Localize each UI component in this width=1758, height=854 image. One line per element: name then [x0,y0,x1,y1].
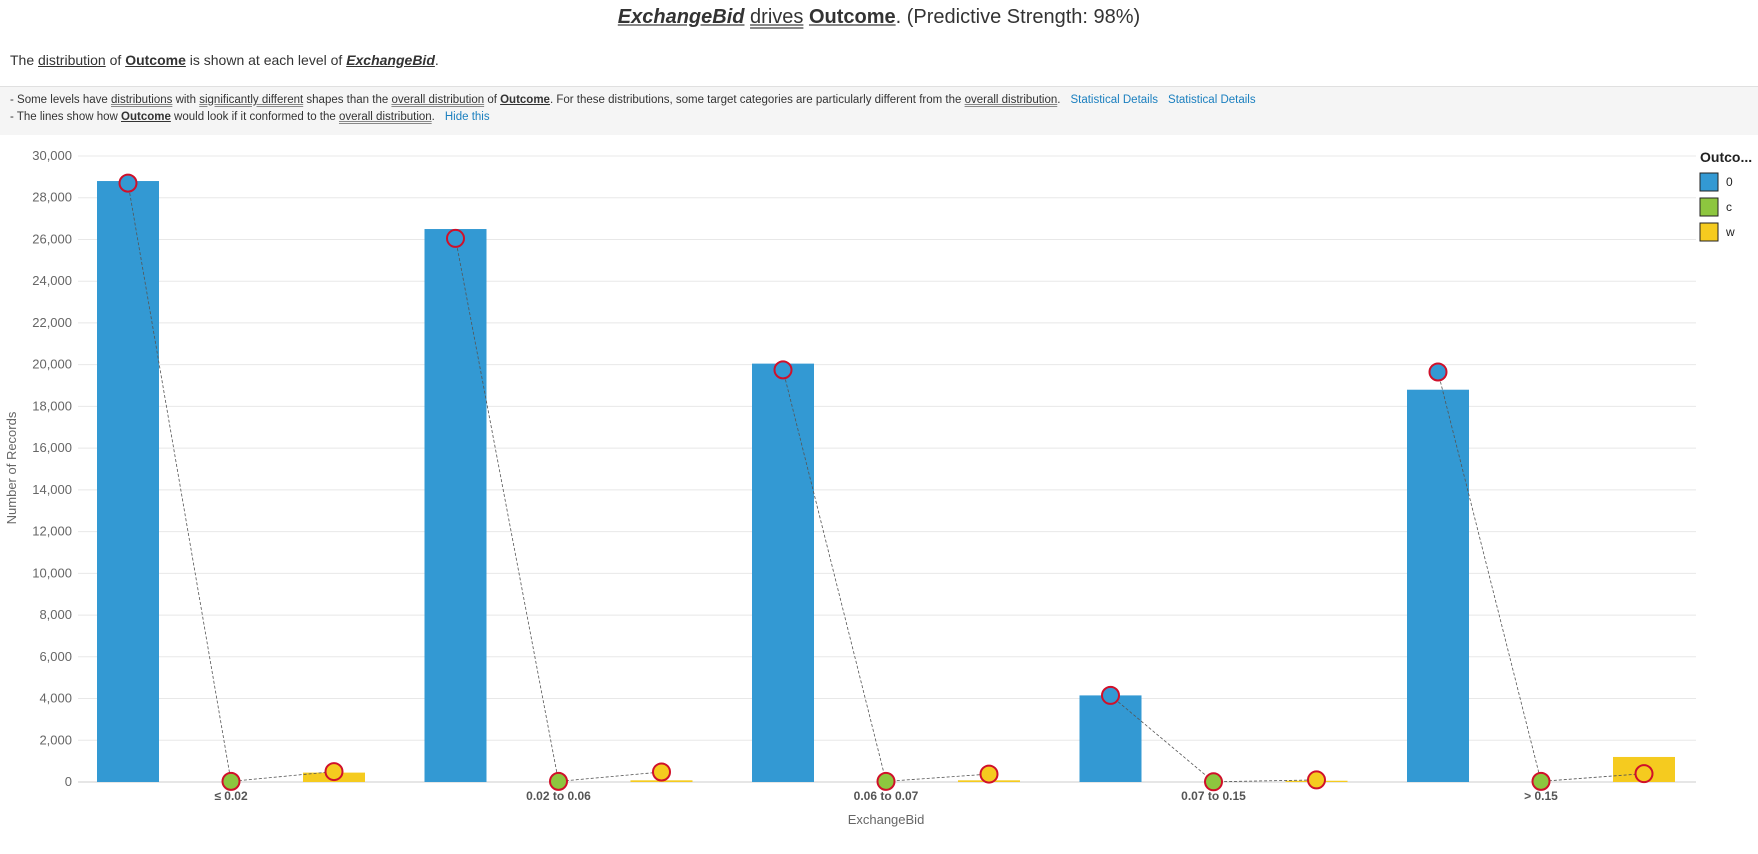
expected-line [782,369,990,782]
x-axis-label: ExchangeBid [848,812,925,827]
term-overall-distribution[interactable]: overall distribution [338,111,432,123]
headline-target[interactable]: Outcome [808,6,896,28]
y-tick-label: 26,000 [32,231,72,246]
insight-text: . [431,111,435,123]
headline-verb[interactable]: drives [750,6,804,28]
y-tick-label: 14,000 [32,482,72,497]
expected-marker[interactable] [324,762,344,782]
insight-text: of [484,94,501,106]
y-tick-label: 0 [65,774,72,789]
statistical-details-link[interactable]: Statistical Details [1168,94,1256,106]
legend-swatch[interactable] [1699,197,1719,217]
expected-marker[interactable] [1307,770,1326,790]
subline-driver[interactable]: ExchangeBid [346,52,435,68]
insight-line-1: - Some levels have distributions with si… [10,94,1256,106]
expected-marker[interactable] [1428,362,1448,382]
y-tick-label: 4,000 [39,691,72,706]
insight-text: - Some levels have [10,94,111,106]
insight-text: would look if it conformed to the [170,111,339,123]
term-overall-distribution[interactable]: overall distribution [964,94,1058,106]
y-tick-label: 24,000 [32,273,72,288]
y-tick-label: 2,000 [39,732,72,747]
insight-text: shapes than the [303,94,392,106]
y-tick-label: 30,000 [32,148,72,163]
y-tick-label: 18,000 [32,398,72,413]
bar-chart: 0 2,000 4,000 6,000 8,000 10,000 12,000 14,000 1… [4,148,1752,827]
hide-this-link[interactable]: Hide this [444,111,490,123]
y-axis-label: Number of Records [4,411,19,524]
legend-title: Outco... [1700,149,1752,165]
expected-marker[interactable] [652,762,671,782]
chart-headline: ExchangeBid drives Outcome. (Predictive … [0,6,1758,29]
y-tick-label: 22,000 [32,315,72,330]
expected-marker[interactable] [1634,764,1654,784]
x-tick-label: ≤ 0.02 [214,789,248,803]
expected-marker[interactable] [1204,772,1223,792]
insight-text: - The lines show how [10,111,122,123]
bar[interactable] [1407,389,1469,782]
headline-driver[interactable]: ExchangeBid [617,6,745,28]
legend-label[interactable]: 0 [1726,175,1733,189]
insight-line-2: - The lines show how Outcome would look … [10,111,490,123]
bar[interactable] [752,363,814,782]
y-tick-label: 28,000 [32,190,72,205]
chart-subline: The distribution of Outcome is shown at … [10,52,439,68]
bars [97,181,1675,782]
expected-marker[interactable] [221,771,241,791]
insight-text: . For these distributions, some target c… [549,94,965,106]
y-axis: 0 2,000 4,000 6,000 8,000 10,000 12,000 14,000 1… [32,148,72,789]
insight-text: . [1057,94,1061,106]
expected-marker[interactable] [549,771,568,791]
insight-text: with [172,94,200,106]
subline-text: . [434,52,439,68]
term-overall-distribution[interactable]: overall distribution [391,94,485,106]
legend-label[interactable]: c [1726,200,1732,214]
y-tick-label: 10,000 [32,565,72,580]
expected-marker[interactable] [876,771,896,791]
statistical-details-link[interactable]: Statistical Details [1070,94,1159,106]
x-tick-label: 0.06 to 0.07 [854,789,919,803]
legend-swatch[interactable] [1699,222,1719,242]
y-tick-label: 6,000 [39,649,72,664]
expected-marker[interactable] [1531,771,1551,791]
expected-markers [118,173,1654,792]
subline-text: The [10,52,39,68]
term-target[interactable]: Outcome [500,94,550,106]
expected-marker[interactable] [1101,685,1120,705]
y-tick-label: 16,000 [32,440,72,455]
subline-target[interactable]: Outcome [125,52,186,68]
legend-label[interactable]: w [1725,225,1735,239]
insight-panel: - Some levels have distributions with si… [0,86,1758,135]
y-tick-label: 20,000 [32,357,72,372]
term-significantly-different[interactable]: significantly different [199,94,304,106]
bar[interactable] [1079,695,1142,782]
term-distributions[interactable]: distributions [111,94,173,106]
x-tick-label: 0.02 to 0.06 [526,789,591,803]
bar[interactable] [424,229,487,782]
term-target[interactable]: Outcome [121,111,171,123]
expected-marker[interactable] [773,360,793,380]
subline-text: is shown at each level of [185,52,347,68]
y-tick-label: 8,000 [39,607,72,622]
legend: Outco... 0 cw [1699,149,1752,242]
expected-marker[interactable] [118,173,138,193]
expected-marker[interactable] [446,228,465,248]
legend-swatch[interactable] [1699,172,1719,192]
bar[interactable] [97,181,159,782]
subline-distribution-term[interactable]: distribution [38,52,106,68]
expected-marker[interactable] [979,764,999,784]
gridlines [78,155,1696,783]
x-axis: ≤ 0.02 0.02 to 0.06 0.06 to 0.07 0.07 to 0.… [214,789,1558,803]
y-tick-label: 12,000 [32,524,72,539]
x-tick-label: 0.07 to 0.15 [1181,789,1246,803]
headline-suffix: . (Predictive Strength: 98%) [895,6,1141,28]
subline-text: of [105,52,126,68]
x-tick-label: > 0.15 [1524,789,1558,803]
